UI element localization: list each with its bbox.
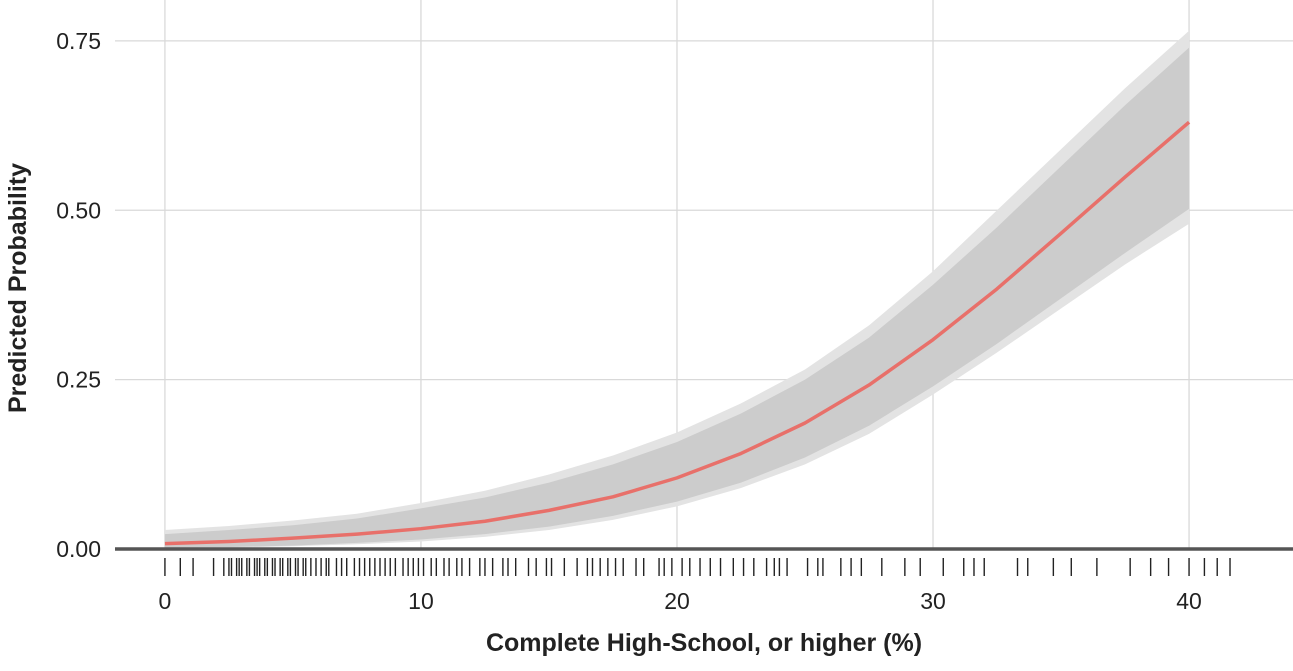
y-tick-label: 0.75 [56, 28, 101, 54]
y-tick-label: 0.25 [56, 367, 101, 393]
x-tick-label: 30 [920, 588, 946, 614]
x-tick-label: 0 [159, 588, 172, 614]
y-tick-label: 0.00 [56, 536, 101, 562]
y-tick-label: 0.50 [56, 197, 101, 223]
y-axis-title: Predicted Probability [4, 163, 32, 413]
x-tick-label: 10 [408, 588, 434, 614]
line [164, 120, 1191, 546]
x-tick-label: 20 [664, 588, 690, 614]
x-tick-label: 40 [1176, 588, 1202, 614]
x-axis-title: Complete High-School, or higher (%) [486, 629, 922, 657]
